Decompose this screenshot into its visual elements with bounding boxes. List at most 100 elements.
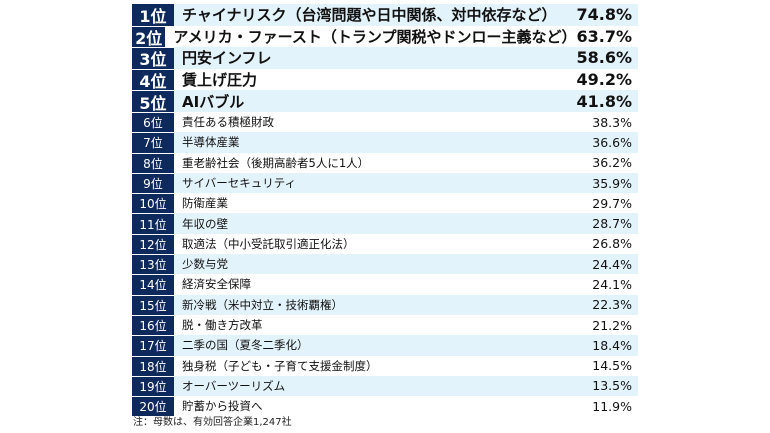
table-row: 14位 経済安全保障 24.1% [132, 274, 638, 295]
row-body: 少数与党 24.4% [174, 254, 638, 275]
row-body: 責任ある積極財政 38.3% [174, 111, 638, 133]
item-label: 経済安全保障 [182, 277, 251, 292]
rank-cell: 1位 [132, 4, 174, 26]
item-label: 責任ある積極財政 [182, 115, 274, 130]
rank-cell: 12位 [132, 233, 174, 255]
item-value: 24.4% [592, 256, 632, 272]
item-value: 49.2% [576, 70, 632, 90]
item-value: 63.7% [576, 26, 632, 46]
rank-cell: 15位 [132, 294, 174, 315]
rank-cell: 20位 [132, 396, 174, 417]
item-value: 36.6% [592, 134, 632, 150]
table-row: 3位 円安インフレ 58.6% [132, 47, 638, 69]
rank-cell: 19位 [132, 375, 174, 397]
table-row: 4位 賃上げ圧力 49.2% [132, 68, 638, 91]
item-value: 74.8% [576, 5, 632, 25]
row-body: AIバブル 41.8% [174, 90, 638, 112]
item-value: 41.8% [576, 91, 632, 111]
item-value: 26.8% [592, 236, 632, 252]
row-body: 経済安全保障 24.1% [174, 274, 638, 295]
row-body: 二季の国（夏冬二季化） 18.4% [174, 335, 638, 356]
rank-cell: 10位 [132, 193, 174, 214]
rank-cell: 5位 [132, 90, 174, 113]
item-label: AIバブル [182, 92, 245, 111]
row-body: 貯蓄から投資へ 11.9% [174, 396, 638, 417]
row-body: オーバーツーリズム 13.5% [174, 375, 638, 397]
item-label: 防衛産業 [182, 196, 228, 211]
footnote: 注：母数は、有効回答企業1,247社 [133, 417, 292, 428]
table-row: 5位 AIバブル 41.8% [132, 90, 638, 113]
row-body: 円安インフレ 58.6% [174, 47, 638, 69]
item-value: 18.4% [592, 337, 632, 353]
rank-cell: 2位 [132, 25, 166, 48]
item-value: 21.2% [592, 317, 632, 333]
row-body: 防衛産業 29.7% [174, 193, 638, 214]
item-value: 14.5% [592, 358, 632, 374]
row-body: 年収の壁 28.7% [174, 213, 638, 234]
rank-cell: 16位 [132, 314, 174, 336]
rank-cell: 17位 [132, 335, 174, 356]
row-body: サイバーセキュリティ 35.9% [174, 172, 638, 194]
table-row: 11位 年収の壁 28.7% [132, 213, 638, 234]
table-row: 16位 脱・働き方改革 21.2% [132, 314, 638, 336]
row-body: 独身税（子ども・子育て支援金制度） 14.5% [174, 355, 638, 376]
row-body: アメリカ・ファースト（トランプ関税やドンロー主義など） 63.7% [165, 25, 638, 48]
item-label: 脱・働き方改革 [182, 318, 263, 333]
rank-cell: 18位 [132, 355, 174, 376]
item-value: 36.2% [592, 155, 632, 171]
table-row: 19位 オーバーツーリズム 13.5% [132, 375, 638, 397]
table-row: 18位 独身税（子ども・子育て支援金制度） 14.5% [132, 355, 638, 376]
item-label: 円安インフレ [182, 49, 272, 68]
item-label: 取適法（中小受託取引適正化法） [182, 236, 355, 251]
item-label: 賃上げ圧力 [182, 71, 258, 90]
item-label: 新冷戦（米中対立・技術覇権） [182, 297, 343, 312]
item-value: 22.3% [592, 297, 632, 313]
rank-cell: 14位 [132, 274, 174, 295]
table-row: 9位 サイバーセキュリティ 35.9% [132, 172, 638, 194]
rank-cell: 7位 [132, 132, 174, 153]
table-row: 6位 責任ある積極財政 38.3% [132, 111, 638, 133]
item-value: 24.1% [592, 276, 632, 292]
item-label: 半導体産業 [182, 135, 240, 150]
item-label: 二季の国（夏冬二季化） [182, 338, 309, 353]
item-label: 貯蓄から投資へ [182, 399, 263, 414]
item-label: チャイナリスク（台湾問題や日中関係、対中依存など） [182, 6, 557, 25]
row-body: 新冷戦（米中対立・技術覇権） 22.3% [174, 294, 638, 315]
row-body: 脱・働き方改革 21.2% [174, 314, 638, 336]
table-row: 7位 半導体産業 36.6% [132, 132, 638, 153]
table-row: 20位 貯蓄から投資へ 11.9% [132, 396, 638, 417]
table-row: 12位 取適法（中小受託取引適正化法） 26.8% [132, 233, 638, 255]
item-value: 11.9% [592, 398, 632, 414]
rank-cell: 3位 [132, 47, 174, 69]
item-value: 35.9% [592, 175, 632, 191]
row-body: 取適法（中小受託取引適正化法） 26.8% [174, 233, 638, 255]
item-label: 年収の壁 [182, 216, 228, 231]
item-value: 13.5% [592, 378, 632, 394]
table-row: 17位 二季の国（夏冬二季化） 18.4% [132, 335, 638, 356]
item-label: 独身税（子ども・子育て支援金制度） [182, 358, 378, 373]
item-label: サイバーセキュリティ [182, 176, 297, 190]
rank-cell: 9位 [132, 172, 174, 194]
row-body: 重老齢社会（後期高齢者5人に1人） 36.2% [174, 152, 638, 173]
item-label: アメリカ・ファースト（トランプ関税やドンロー主義など） [173, 27, 577, 46]
row-body: 賃上げ圧力 49.2% [174, 68, 638, 91]
rank-cell: 11位 [132, 213, 174, 234]
table-row: 15位 新冷戦（米中対立・技術覇権） 22.3% [132, 294, 638, 315]
item-value: 29.7% [592, 195, 632, 211]
item-label: 少数与党 [182, 257, 228, 272]
item-label: 重老齢社会（後期高齢者5人に1人） [182, 155, 370, 170]
rank-cell: 13位 [132, 254, 174, 275]
item-value: 58.6% [576, 48, 632, 68]
rank-cell: 4位 [132, 68, 174, 91]
item-label: オーバーツーリズム [182, 378, 286, 393]
table-row: 2位 アメリカ・ファースト（トランプ関税やドンロー主義など） 63.7% [132, 25, 638, 48]
row-body: チャイナリスク（台湾問題や日中関係、対中依存など） 74.8% [174, 4, 638, 26]
table-row: 10位 防衛産業 29.7% [132, 193, 638, 214]
table-row: 1位 チャイナリスク（台湾問題や日中関係、対中依存など） 74.8% [132, 4, 638, 26]
ranking-table: 1位 チャイナリスク（台湾問題や日中関係、対中依存など） 74.8% 2位 アメリカ・フ… [132, 4, 638, 417]
item-value: 38.3% [592, 114, 632, 130]
table-row: 8位 重老齢社会（後期高齢者5人に1人） 36.2% [132, 152, 638, 173]
rank-cell: 6位 [132, 111, 174, 133]
table-row: 13位 少数与党 24.4% [132, 254, 638, 275]
row-body: 半導体産業 36.6% [174, 132, 638, 153]
